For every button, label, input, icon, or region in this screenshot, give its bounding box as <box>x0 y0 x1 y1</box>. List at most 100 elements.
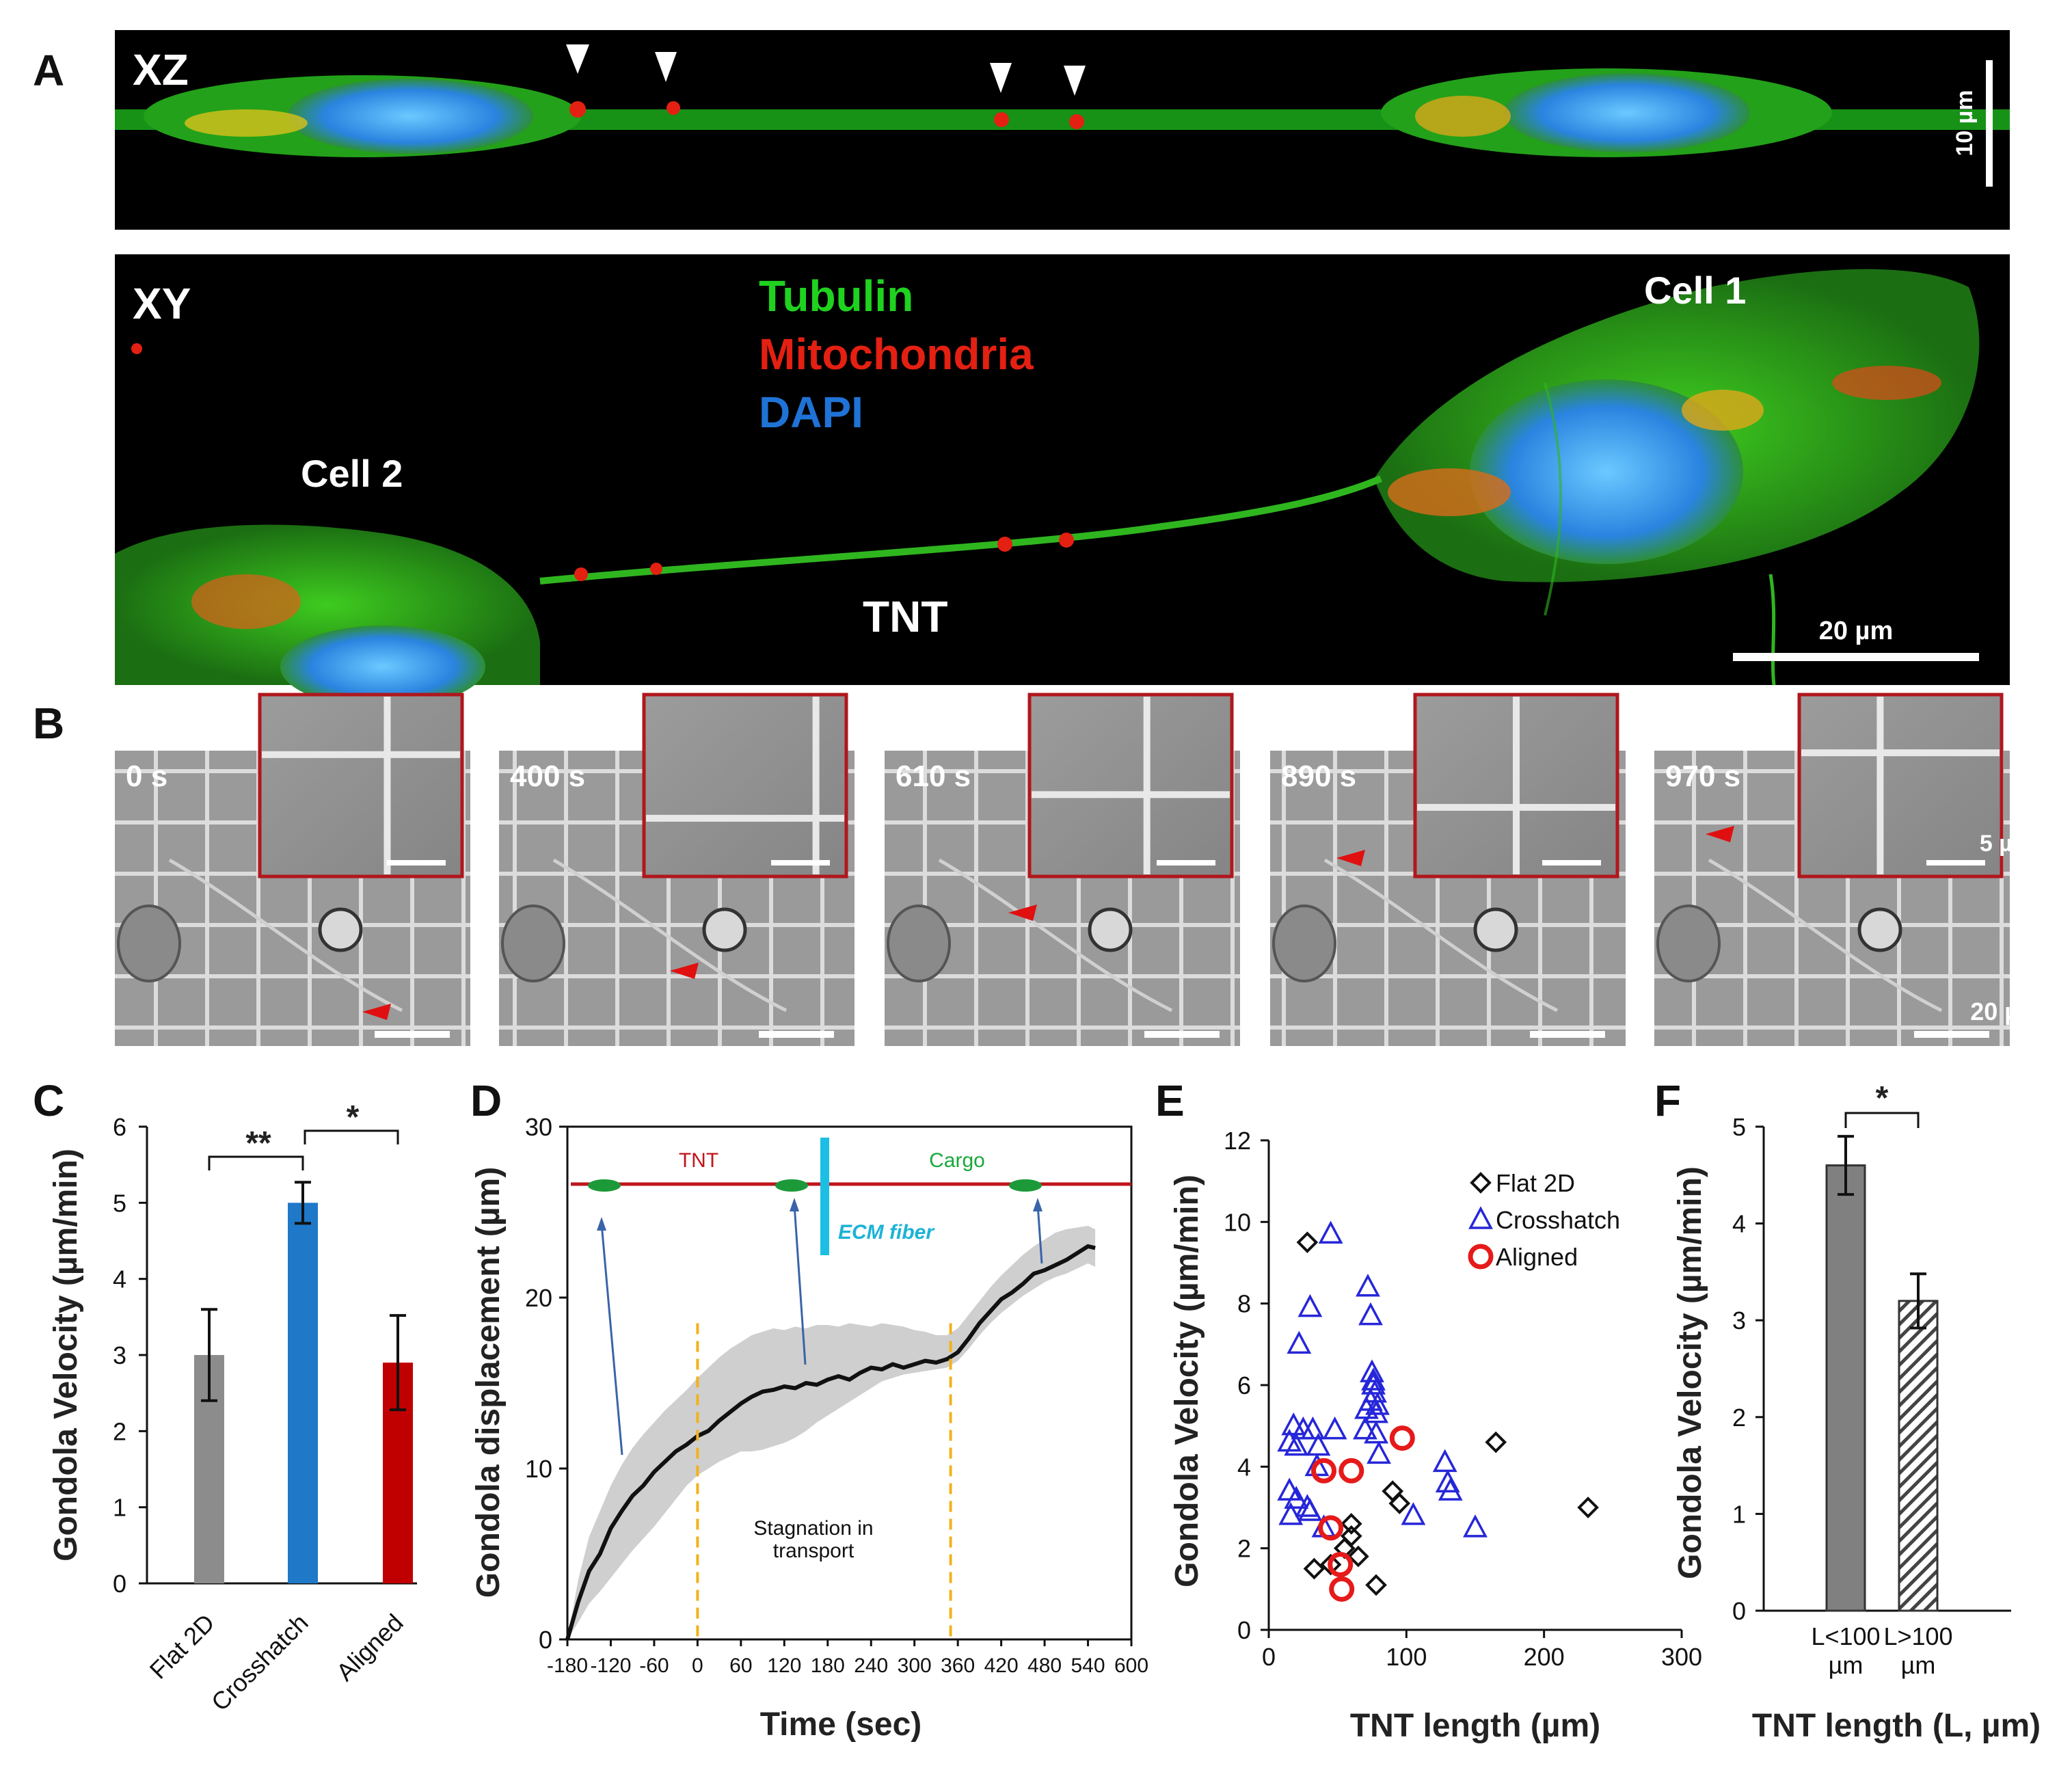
data-point-aligned <box>1338 1458 1364 1484</box>
data-point-flat2d <box>1296 1231 1319 1253</box>
annotation-line: Stagnation in <box>753 1517 873 1540</box>
data-point-crosshatch <box>1435 1469 1460 1492</box>
plot-frame <box>566 1125 1133 1641</box>
annotation-line: transport <box>773 1540 855 1562</box>
x-tick-label: 300 <box>1661 1643 1702 1671</box>
inset-grid-line <box>1032 791 1230 799</box>
significance-mark: ** <box>245 1125 271 1162</box>
legend-dapi: DAPI <box>759 388 863 437</box>
cell-body <box>318 907 363 952</box>
cargo-icon <box>588 1179 621 1192</box>
x-tick-label: 240 <box>854 1654 888 1677</box>
y-tick-label: 10 <box>1224 1208 1251 1236</box>
significance-bracket <box>208 1155 304 1170</box>
tnt-line <box>1323 858 1559 1013</box>
panel-label-a: A <box>33 46 64 95</box>
inset-grid-line <box>1801 749 2000 757</box>
cell2-label: Cell 2 <box>301 452 403 495</box>
frame-time: 400 s <box>510 760 585 793</box>
cell-cluster <box>1656 904 1721 982</box>
frame-time: 890 s <box>1281 760 1356 793</box>
inset-grid-line <box>812 697 820 874</box>
y-tick-label: 6 <box>113 1113 126 1141</box>
data-point-crosshatch <box>1401 1502 1426 1525</box>
y-tick-label: 1 <box>1732 1500 1746 1528</box>
inset-scale-bar <box>387 860 446 866</box>
x-axis-label: TNT length (L, µm) <box>1752 1708 2041 1744</box>
y-tick-label: 4 <box>113 1265 126 1293</box>
y-tick-label: 5 <box>113 1189 126 1217</box>
data-point-crosshatch <box>1367 1440 1391 1464</box>
y-tick-label: 3 <box>1732 1306 1746 1335</box>
inset-image <box>258 693 464 879</box>
data-point-flat2d <box>1347 1545 1369 1568</box>
x-tick-label: 60 <box>729 1654 752 1677</box>
x-tick-label: -60 <box>639 1654 669 1677</box>
cell-body <box>1857 907 1902 952</box>
data-point-aligned <box>1329 1576 1355 1602</box>
data-point-crosshatch <box>1358 1302 1383 1326</box>
pointer-arrow <box>793 1204 807 1365</box>
data-point-aligned <box>1389 1425 1415 1451</box>
data-point-flat2d <box>1340 1525 1362 1547</box>
xy-label: XY <box>133 279 191 328</box>
y-tick-label: 4 <box>1237 1453 1251 1481</box>
y-tick-label: 0 <box>113 1570 126 1598</box>
data-point-crosshatch <box>1356 1274 1380 1297</box>
arrowhead-icon <box>655 52 677 82</box>
y-axis-label: Gondola Velocity (µm/min) <box>1672 1166 1708 1579</box>
x-category-label: µm <box>1901 1651 1936 1679</box>
xy-image: XY Tubulin Mitochondria DAPI Cell 1 Cell… <box>115 254 2010 708</box>
y-tick-label: 10 <box>525 1455 552 1483</box>
data-point-flat2d <box>1365 1574 1387 1596</box>
arrowhead-icon <box>1033 1198 1042 1211</box>
frame-0: 0 s <box>115 693 470 1046</box>
data-point-crosshatch <box>1300 1416 1326 1440</box>
data-point-crosshatch <box>1360 1359 1384 1382</box>
x-tick-label: 0 <box>692 1654 703 1677</box>
cell-body <box>1088 907 1133 952</box>
legend-entry: Aligned <box>1496 1243 1578 1271</box>
data-point-crosshatch <box>1432 1449 1457 1473</box>
data-point-crosshatch <box>1306 1432 1331 1456</box>
data-point-flat2d <box>1485 1431 1507 1453</box>
bar <box>1825 1164 1866 1612</box>
data-point-crosshatch <box>1468 1206 1493 1229</box>
inset-grid-line <box>646 814 844 822</box>
cell-body <box>1473 907 1518 952</box>
data-point-flat2d <box>1382 1480 1404 1502</box>
x-tick-label: 300 <box>898 1654 932 1677</box>
x-category-label: L>100 <box>1883 1622 1952 1650</box>
red-arrow-icon <box>1008 904 1037 921</box>
frame-scale-bar <box>759 1031 834 1038</box>
data-point-flat2d <box>1388 1492 1411 1514</box>
frame-2: 610 s <box>885 693 1240 1046</box>
data-point-crosshatch <box>1364 1420 1388 1444</box>
schematic-tnt-label: TNT <box>679 1149 718 1172</box>
frame-scale-bar <box>1144 1031 1220 1038</box>
y-tick-label: 30 <box>525 1113 552 1141</box>
y-tick-label: 12 <box>1224 1127 1251 1155</box>
y-tick-label: 6 <box>1237 1371 1251 1399</box>
inset-scale-bar <box>1157 860 1215 866</box>
data-point-crosshatch <box>1281 1412 1306 1436</box>
data-point-crosshatch <box>1463 1514 1488 1538</box>
red-arrow-icon <box>362 1004 391 1020</box>
data-point-crosshatch <box>1278 1502 1304 1525</box>
scale-label-xy: 20 µm <box>1819 617 1894 645</box>
y-tick-label: 5 <box>1732 1113 1746 1141</box>
y-axis-label: Gondola Velocity (µm/min) <box>48 1149 84 1561</box>
inset-scale-bar <box>1542 860 1601 866</box>
data-point-crosshatch <box>1284 1432 1309 1456</box>
inset-image <box>1027 693 1234 879</box>
x-tick-label: 360 <box>941 1654 975 1677</box>
data-point-crosshatch <box>1297 1293 1323 1317</box>
inset-grid-line <box>1143 697 1151 874</box>
frame-time: 970 s <box>1665 760 1740 793</box>
inset-scale-bar <box>1926 860 1985 866</box>
inset-scale-label: 5 µm <box>1980 831 2033 857</box>
cell-cluster <box>887 904 951 982</box>
tnt-line <box>1708 858 1943 1013</box>
frame-scale-bar <box>375 1031 450 1038</box>
